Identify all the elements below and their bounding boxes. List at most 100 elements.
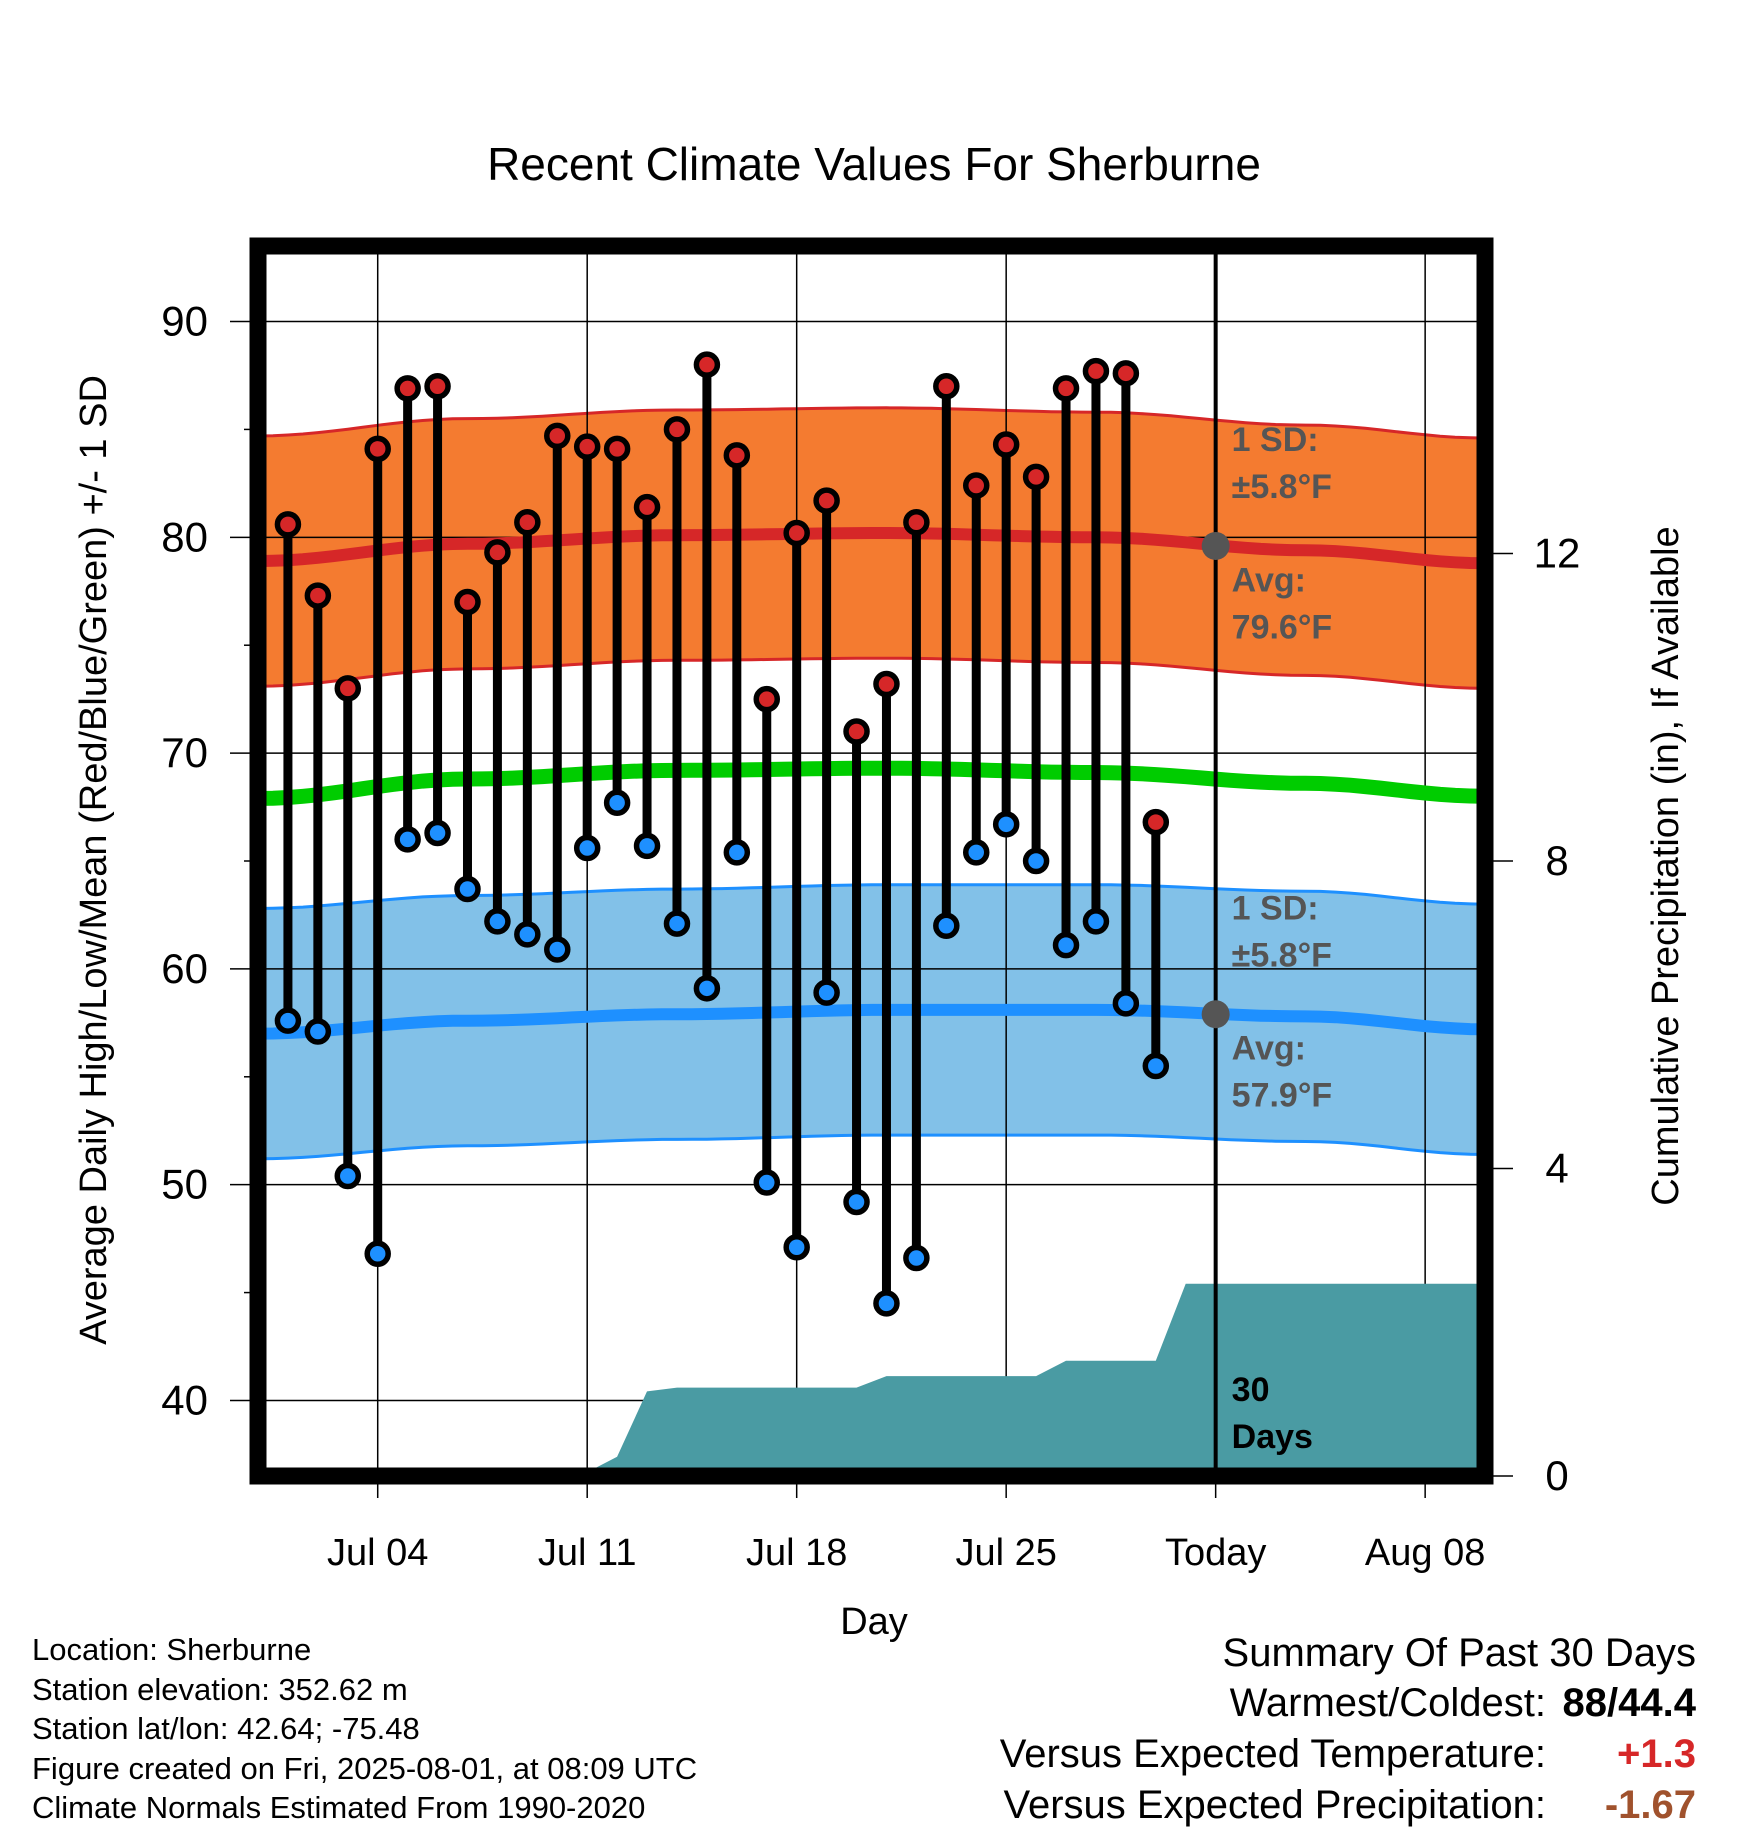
daily-low-point (1052, 931, 1080, 959)
x-tick-label: Jul 04 (327, 1532, 428, 1574)
daily-high-point (1052, 375, 1080, 402)
daily-high-point (903, 508, 930, 536)
x-tick-label: Jul 25 (955, 1532, 1056, 1574)
daily-high-point (723, 442, 751, 469)
y2-tick-label: 8 (1545, 837, 1568, 884)
daily-high-point (783, 519, 810, 547)
daily-low-point (334, 1162, 362, 1190)
low-sd-band-lower-edge (258, 1133, 1485, 1161)
x-tick-label: Aug 08 (1365, 1532, 1485, 1574)
summary-label: Versus Expected Precipitation: (1003, 1783, 1546, 1827)
plot-area: 1 SD: ±5.8°F Avg: 79.6°F 1 SD: ±5.8°F Avg: 57.9… (161, 237, 1581, 1574)
daily-low-point (364, 1240, 391, 1267)
daily-low-point (454, 875, 481, 903)
daily-high-point (813, 487, 840, 514)
summary-value: 88/44.4 (1562, 1681, 1696, 1725)
normal-high-line (258, 527, 1485, 570)
daily-high-point (693, 351, 721, 378)
summary-label: Versus Expected Temperature: (999, 1732, 1546, 1776)
summary-row-temperature: Versus Expected Temperature: +1.3 (796, 1729, 1696, 1780)
daily-low-point (484, 908, 511, 935)
high-sd-band-upper-edge (258, 406, 1485, 440)
daily-low-point (962, 839, 990, 866)
chart-title: Recent Climate Values For Sherburne (487, 138, 1261, 190)
daily-low-point (753, 1169, 781, 1196)
daily-low-point (394, 826, 421, 853)
daily-low-point (843, 1188, 870, 1216)
today-normal-marker (1201, 531, 1230, 560)
x-tick-label: Jul 11 (538, 1532, 637, 1574)
stat-annotation: Avg: 57.9°F (1232, 1030, 1333, 1115)
summary-title: Summary Of Past 30 Days (1222, 1631, 1696, 1675)
summary-value: -1.67 (1604, 1783, 1696, 1827)
daily-low-point (693, 975, 721, 1002)
daily-high-point (753, 685, 781, 713)
station-info: Location: Sherburne Station elevation: 3… (32, 1630, 792, 1828)
daily-low-point (873, 1290, 900, 1317)
summary-value: +1.3 (1617, 1732, 1696, 1776)
daily-high-point (544, 422, 571, 450)
daily-high-point (334, 675, 362, 702)
summary-panel: Summary Of Past 30 Days Warmest/Coldest:… (796, 1628, 1696, 1831)
daily-low-point (1022, 847, 1050, 875)
y2-tick-label: 4 (1545, 1145, 1568, 1192)
daily-low-point (933, 912, 960, 939)
stat-annotation: Avg: 79.6°F (1232, 561, 1333, 646)
latlon-text: Station lat/lon: 42.64; -75.48 (32, 1711, 420, 1746)
daily-high-point (1142, 808, 1170, 836)
daily-low-point (723, 839, 751, 866)
daily-low-point (783, 1234, 810, 1261)
daily-low-point (274, 1007, 302, 1034)
daily-high-point (514, 508, 541, 536)
x-axis-label: Day (840, 1601, 908, 1643)
daily-low-point (903, 1244, 930, 1272)
daily-high-point (394, 375, 421, 402)
daily-high-point (484, 539, 511, 566)
daily-low-point (424, 819, 451, 847)
daily-low-point (1112, 990, 1140, 1017)
daily-low-point (663, 910, 691, 937)
elevation-text: Station elevation: 352.62 m (32, 1671, 408, 1707)
stat-annotation: 1 SD: ±5.8°F (1232, 889, 1332, 974)
daily-high-point (933, 373, 960, 400)
daily-high-point (274, 511, 302, 538)
daily-high-point (424, 373, 451, 400)
daily-low-point (573, 834, 601, 862)
high-sd-band (258, 407, 1485, 689)
y-tick-label: 80 (161, 513, 208, 560)
daily-high-point (843, 718, 870, 745)
daily-high-point (454, 588, 481, 616)
y2-tick-label: 0 (1545, 1452, 1568, 1499)
daily-high-point (962, 472, 990, 499)
daily-high-point (633, 493, 661, 521)
daily-low-point (1142, 1052, 1170, 1080)
normal-low-line (258, 1003, 1485, 1040)
y-tick-label: 70 (161, 729, 208, 776)
precipitation-area (258, 1283, 1485, 1476)
y-axis-label: Average Daily High/Low/Mean (Red/Blue/Gr… (73, 375, 115, 1345)
stat-annotation: 1 SD: ±5.8°F (1232, 421, 1332, 506)
daily-low-point (633, 832, 661, 860)
summary-label: Warmest/Coldest: (1229, 1681, 1546, 1725)
daily-high-point (992, 431, 1020, 458)
y2-axis-label: Cumulative Precipitation (in), If Availa… (1645, 526, 1687, 1205)
daily-high-point (304, 582, 332, 609)
y-tick-label: 40 (161, 1376, 208, 1423)
days-annotation: 30 Days (1232, 1371, 1313, 1456)
daily-low-point (603, 789, 631, 816)
normal-mean-line (258, 760, 1485, 806)
y2-tick-label: 12 (1534, 530, 1581, 577)
y-tick-label: 50 (161, 1161, 208, 1208)
daily-high-point (1082, 357, 1110, 385)
daily-high-point (873, 670, 900, 698)
daily-high-point (603, 435, 631, 463)
y-tick-label: 60 (161, 945, 208, 992)
daily-high-point (573, 433, 601, 460)
daily-high-point (1112, 360, 1140, 387)
location-text: Location: Sherburne (32, 1632, 312, 1667)
today-normal-marker (1201, 1000, 1230, 1029)
daily-low-point (992, 811, 1020, 838)
daily-high-point (663, 416, 691, 443)
x-tick-label: Jul 18 (746, 1532, 847, 1574)
high-sd-band-lower-edge (258, 656, 1485, 690)
